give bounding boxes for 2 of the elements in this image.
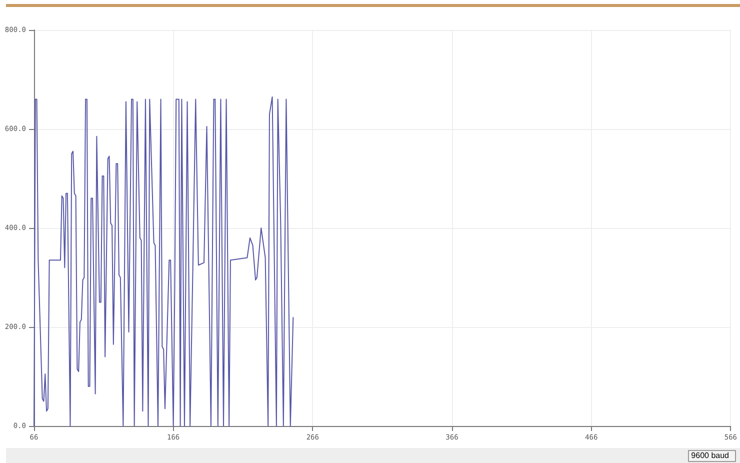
line-series <box>34 96 294 426</box>
text: 9600 baud <box>688 450 736 462</box>
